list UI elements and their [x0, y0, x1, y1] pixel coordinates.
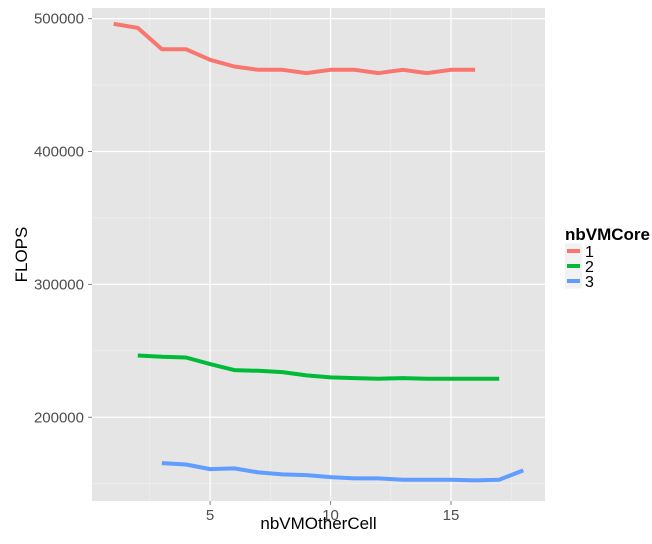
- x-tick-label: 5: [206, 507, 214, 524]
- y-tick-label: 200000: [34, 409, 84, 426]
- x-tick-label: 15: [443, 507, 460, 524]
- legend-items: 123: [565, 243, 594, 291]
- x-axis-title: nbVMOtherCell: [260, 514, 376, 533]
- y-axis-ticks: 200000 300000 400000 500000: [34, 11, 92, 426]
- plot-panel: [92, 8, 545, 501]
- series-line-2: [137, 353, 500, 381]
- series-lines: [113, 21, 525, 483]
- legend-label-2: 2: [585, 259, 594, 276]
- x-tick-label: 10: [322, 507, 339, 524]
- major-gridlines: [92, 8, 545, 501]
- series-line-3: [161, 461, 525, 483]
- x-axis-ticks: 5 10 15: [206, 501, 459, 524]
- minor-gridlines: [92, 8, 545, 501]
- y-tick-label: 400000: [34, 144, 84, 161]
- series-line-1: [113, 21, 476, 76]
- legend-label-3: 3: [585, 274, 594, 291]
- y-tick-label: 300000: [34, 276, 84, 293]
- legend-label-1: 1: [585, 244, 594, 261]
- y-axis-title: FLOPS: [12, 227, 31, 283]
- legend: nbVMCore 123: [565, 225, 650, 291]
- legend-title: nbVMCore: [565, 225, 650, 244]
- y-tick-label: 500000: [34, 11, 84, 28]
